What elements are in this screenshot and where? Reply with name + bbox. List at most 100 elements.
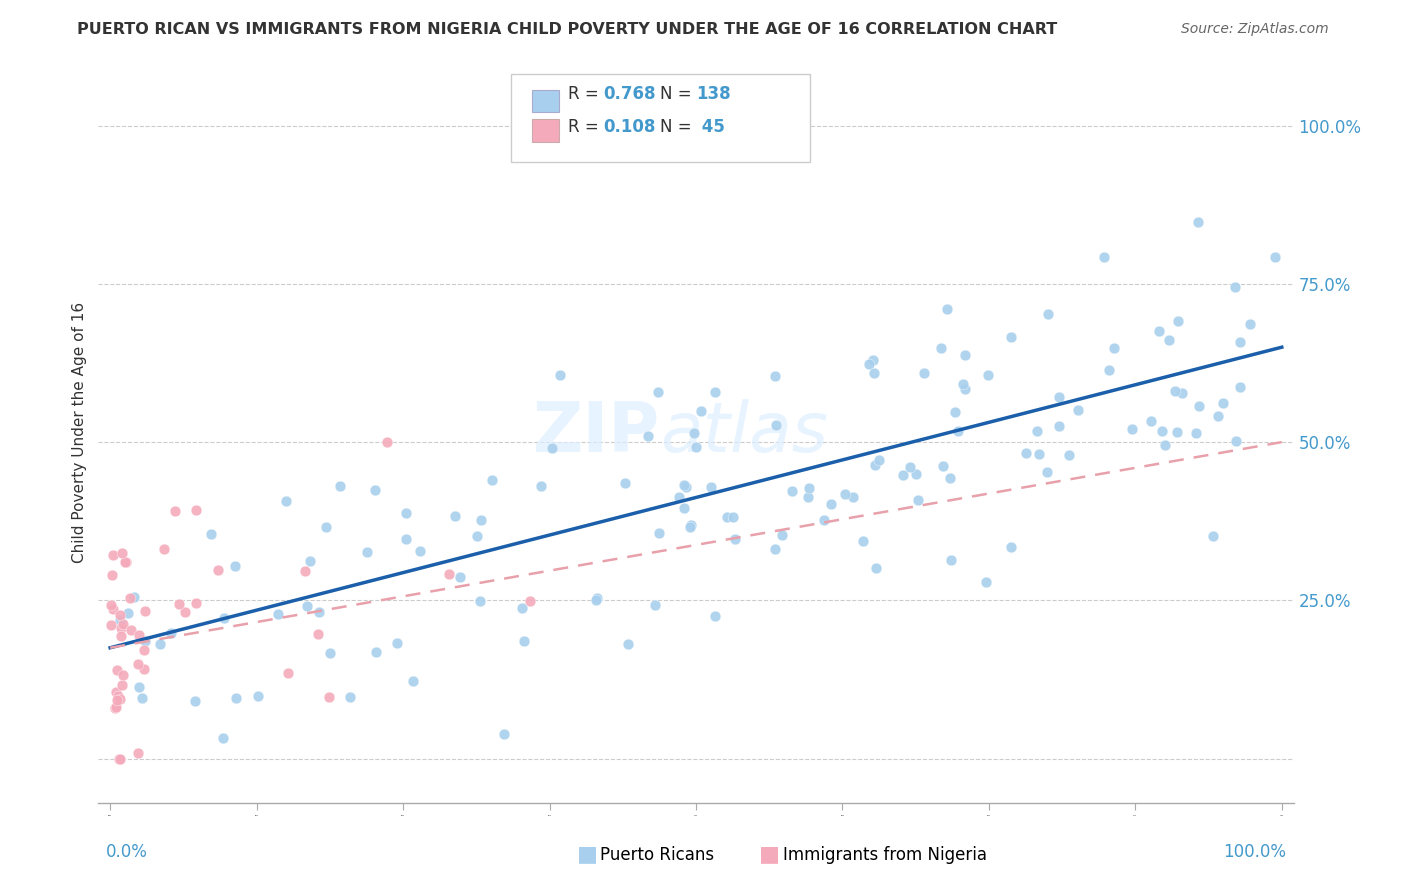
Puerto Ricans [295, 599, 318, 613]
Puerto Ricans [108, 613, 131, 627]
Puerto Ricans [1184, 425, 1206, 440]
Puerto Ricans [976, 368, 998, 383]
Immigrants from Nigeria [111, 546, 134, 560]
Puerto Ricans [716, 510, 738, 524]
Puerto Ricans [939, 471, 962, 485]
FancyBboxPatch shape [533, 120, 558, 142]
Puerto Ricans [315, 519, 337, 533]
Puerto Ricans [637, 428, 659, 442]
Puerto Ricans [862, 353, 884, 368]
Text: 138: 138 [696, 86, 731, 103]
Immigrants from Nigeria [120, 623, 142, 637]
Puerto Ricans [1025, 425, 1047, 439]
Immigrants from Nigeria [105, 663, 128, 677]
Immigrants from Nigeria [108, 751, 131, 765]
Puerto Ricans [319, 646, 342, 660]
Puerto Ricans [492, 727, 515, 741]
Puerto Ricans [395, 506, 418, 520]
Puerto Ricans [865, 561, 887, 575]
Puerto Ricans [246, 689, 269, 703]
Text: R =: R = [568, 86, 605, 103]
FancyBboxPatch shape [533, 90, 558, 112]
Puerto Ricans [1171, 386, 1194, 401]
Puerto Ricans [183, 693, 205, 707]
Puerto Ricans [865, 458, 887, 472]
Puerto Ricans [955, 348, 977, 362]
Puerto Ricans [1202, 529, 1225, 543]
Text: 100.0%: 100.0% [1223, 843, 1286, 861]
Text: Puerto Ricans: Puerto Ricans [600, 846, 714, 863]
Immigrants from Nigeria [207, 563, 229, 577]
Immigrants from Nigeria [103, 548, 125, 562]
Puerto Ricans [617, 637, 640, 651]
Puerto Ricans [356, 545, 378, 559]
Puerto Ricans [672, 501, 695, 516]
Puerto Ricans [1206, 409, 1229, 423]
Immigrants from Nigeria [118, 591, 141, 605]
Puerto Ricans [842, 490, 865, 504]
Puerto Ricans [797, 481, 820, 495]
Puerto Ricans [308, 605, 330, 619]
Puerto Ricans [668, 490, 690, 504]
Puerto Ricans [685, 440, 707, 454]
Immigrants from Nigeria [108, 607, 131, 622]
Puerto Ricans [683, 426, 706, 441]
Puerto Ricans [541, 441, 564, 455]
Puerto Ricans [548, 368, 571, 382]
Puerto Ricans [912, 366, 935, 380]
FancyBboxPatch shape [510, 73, 810, 162]
Puerto Ricans [1098, 362, 1121, 376]
Puerto Ricans [1164, 384, 1187, 399]
Immigrants from Nigeria [318, 690, 340, 704]
Immigrants from Nigeria [101, 602, 124, 616]
Puerto Ricans [780, 483, 803, 498]
Immigrants from Nigeria [127, 747, 149, 761]
Text: N =: N = [661, 118, 697, 136]
Puerto Ricans [1000, 330, 1022, 344]
Puerto Ricans [675, 480, 697, 494]
Puerto Ricans [904, 467, 927, 482]
Puerto Ricans [952, 376, 974, 391]
Puerto Ricans [644, 598, 666, 612]
Puerto Ricans [689, 403, 711, 417]
Puerto Ricans [299, 554, 322, 568]
Immigrants from Nigeria [153, 541, 176, 556]
Puerto Ricans [863, 367, 886, 381]
Puerto Ricans [953, 382, 976, 396]
Puerto Ricans [585, 592, 607, 607]
Puerto Ricans [339, 690, 361, 705]
Puerto Ricans [117, 606, 139, 620]
Immigrants from Nigeria [184, 503, 207, 517]
Puerto Ricans [1153, 438, 1175, 452]
Puerto Ricans [134, 634, 156, 648]
Immigrants from Nigeria [111, 668, 134, 682]
Puerto Ricans [1239, 318, 1261, 332]
Puerto Ricans [868, 453, 890, 467]
Puerto Ricans [820, 497, 842, 511]
Immigrants from Nigeria [104, 685, 127, 699]
Puerto Ricans [1102, 341, 1125, 355]
Puerto Ricans [513, 634, 536, 648]
Puerto Ricans [765, 418, 787, 433]
Puerto Ricans [939, 552, 962, 566]
Puerto Ricans [266, 607, 288, 622]
Text: Source: ZipAtlas.com: Source: ZipAtlas.com [1181, 22, 1329, 37]
Immigrants from Nigeria [108, 691, 131, 706]
Immigrants from Nigeria [519, 593, 541, 607]
Immigrants from Nigeria [439, 567, 461, 582]
Puerto Ricans [212, 611, 235, 625]
Puerto Ricans [931, 341, 953, 355]
Puerto Ricans [395, 532, 418, 546]
Puerto Ricans [481, 473, 503, 487]
Puerto Ricans [225, 691, 247, 706]
Puerto Ricans [974, 575, 997, 590]
Immigrants from Nigeria [128, 628, 150, 642]
Immigrants from Nigeria [277, 665, 299, 680]
Immigrants from Nigeria [108, 751, 131, 765]
Immigrants from Nigeria [114, 555, 136, 569]
Puerto Ricans [1225, 434, 1247, 449]
Text: 0.108: 0.108 [603, 118, 655, 136]
Text: N =: N = [661, 86, 697, 103]
Puerto Ricans [1067, 403, 1090, 417]
Immigrants from Nigeria [173, 606, 195, 620]
